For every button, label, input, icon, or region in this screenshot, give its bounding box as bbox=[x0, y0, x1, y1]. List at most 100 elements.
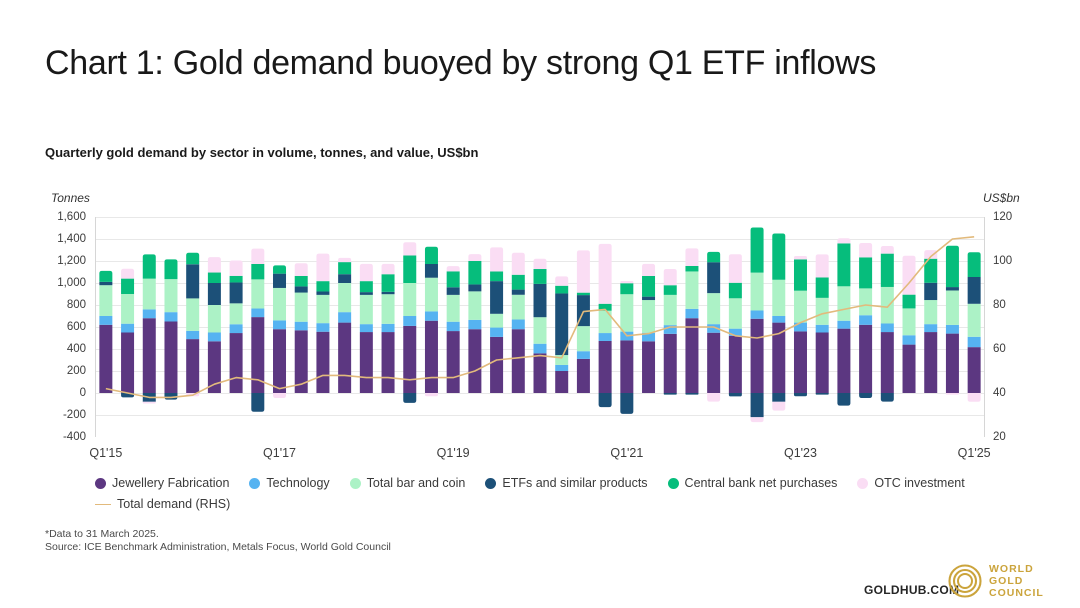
bar-segment bbox=[685, 308, 699, 319]
bar-segment bbox=[837, 243, 851, 287]
bar-segment bbox=[620, 340, 634, 393]
bar-segment bbox=[533, 343, 547, 354]
left-tick-label: 800 bbox=[66, 299, 86, 311]
legend-item-total-demand: Total demand (RHS) bbox=[95, 497, 230, 511]
bar-segment bbox=[750, 393, 764, 418]
legend-label: Central bank net purchases bbox=[684, 476, 838, 490]
world-gold-council-logo: WORLD GOLD COUNCIL bbox=[947, 561, 1045, 601]
bar-segment bbox=[728, 393, 742, 397]
left-tick-label: -200 bbox=[62, 409, 86, 421]
bar-segment bbox=[533, 353, 547, 393]
bar-segment bbox=[642, 263, 656, 276]
bar-segment bbox=[381, 332, 395, 393]
bar-segment bbox=[728, 282, 742, 299]
bar-segment bbox=[294, 286, 308, 293]
bar-segment bbox=[902, 294, 916, 309]
bar-segment bbox=[316, 281, 330, 292]
bar-segment bbox=[642, 332, 656, 342]
bar-segment bbox=[642, 275, 656, 297]
right-axis-title: US$bn bbox=[983, 191, 1020, 205]
bar-segment bbox=[555, 276, 569, 286]
bar-segment bbox=[511, 329, 525, 393]
bar-segment bbox=[620, 281, 634, 284]
bar-segment bbox=[381, 291, 395, 295]
bar-segment bbox=[707, 393, 721, 402]
legend-item: OTC investment bbox=[857, 476, 965, 490]
bar-segment bbox=[381, 323, 395, 333]
bar-segment bbox=[121, 332, 135, 393]
bar-segment bbox=[837, 393, 851, 406]
bar-segment bbox=[316, 253, 330, 282]
bar-segment bbox=[207, 257, 221, 273]
bar-segment bbox=[99, 285, 113, 316]
bar-segment bbox=[663, 325, 677, 334]
legend-dot bbox=[95, 477, 106, 489]
bar-segment bbox=[490, 271, 504, 282]
bar-segment bbox=[772, 233, 786, 280]
legend-item: Jewellery Fabrication bbox=[95, 476, 229, 490]
bar-segment bbox=[815, 393, 829, 395]
bar-segment bbox=[880, 323, 894, 333]
bar-segment bbox=[663, 393, 677, 395]
bar-segment bbox=[446, 266, 460, 272]
bar-segment bbox=[555, 293, 569, 356]
bar-segment bbox=[598, 310, 612, 334]
bar-segment bbox=[859, 393, 873, 398]
bar-segment bbox=[750, 272, 764, 311]
left-tick-label: 200 bbox=[66, 365, 86, 377]
bar-segment bbox=[685, 271, 699, 309]
bar-segment bbox=[446, 321, 460, 332]
line-swatch bbox=[95, 503, 111, 505]
bar-segment bbox=[186, 264, 200, 299]
bar-segment bbox=[273, 329, 287, 393]
legend-item: ETFs and similar products bbox=[485, 476, 648, 490]
footnote-line-1: *Data to 31 March 2025. bbox=[45, 528, 159, 540]
legend-dot bbox=[667, 477, 679, 489]
bar-segment bbox=[707, 324, 721, 333]
left-tick-label: 1,000 bbox=[57, 277, 86, 289]
bar-segment bbox=[576, 358, 590, 393]
bar-segment bbox=[359, 292, 373, 295]
bar-segment bbox=[229, 275, 243, 283]
bar-segment bbox=[642, 296, 656, 301]
legend-row-1: Jewellery Fabrication Technology Total bar… bbox=[95, 476, 965, 490]
bar-segment bbox=[142, 278, 156, 310]
bar-segment bbox=[316, 331, 330, 393]
bar-segment bbox=[251, 317, 265, 393]
bar-segment bbox=[338, 257, 352, 263]
bar-segment bbox=[121, 294, 135, 324]
bar-segment bbox=[490, 313, 504, 328]
bar-segment bbox=[294, 275, 308, 287]
bar-segment bbox=[815, 297, 829, 325]
bar-segment bbox=[316, 323, 330, 332]
bar-segment bbox=[403, 242, 417, 256]
bar-segment bbox=[273, 320, 287, 330]
legend-label: OTC investment bbox=[874, 476, 965, 490]
bar-segment bbox=[555, 355, 569, 365]
bar-segment bbox=[924, 332, 938, 393]
bar-segment bbox=[121, 278, 135, 294]
legend-label: Technology bbox=[266, 476, 330, 490]
bar-segment bbox=[121, 268, 135, 279]
x-tick-label: Q1'25 bbox=[957, 446, 991, 460]
legend-dot bbox=[349, 477, 361, 489]
bar-segment bbox=[859, 242, 873, 258]
legend-label: Total demand (RHS) bbox=[117, 497, 231, 511]
bar-segment bbox=[750, 318, 764, 393]
right-tick-label: 80 bbox=[993, 299, 1006, 311]
bar-segment bbox=[815, 254, 829, 278]
bar-segment bbox=[468, 329, 482, 393]
bar-segment bbox=[99, 270, 113, 282]
wgc-wordmark: WORLD GOLD COUNCIL bbox=[989, 563, 1044, 599]
bar-segment bbox=[620, 294, 634, 332]
footnote: *Data to 31 March 2025. Source: ICE Benc… bbox=[45, 528, 391, 554]
bar-segment bbox=[663, 285, 677, 295]
bar-segment bbox=[359, 294, 373, 325]
right-tick-label: 20 bbox=[993, 431, 1006, 443]
bar-segment bbox=[359, 332, 373, 393]
bar-segment bbox=[924, 282, 938, 301]
bar-segment bbox=[815, 332, 829, 393]
legend-label: Jewellery Fabrication bbox=[112, 476, 230, 490]
bar-segment bbox=[446, 294, 460, 322]
left-tick-label: 600 bbox=[66, 321, 86, 333]
